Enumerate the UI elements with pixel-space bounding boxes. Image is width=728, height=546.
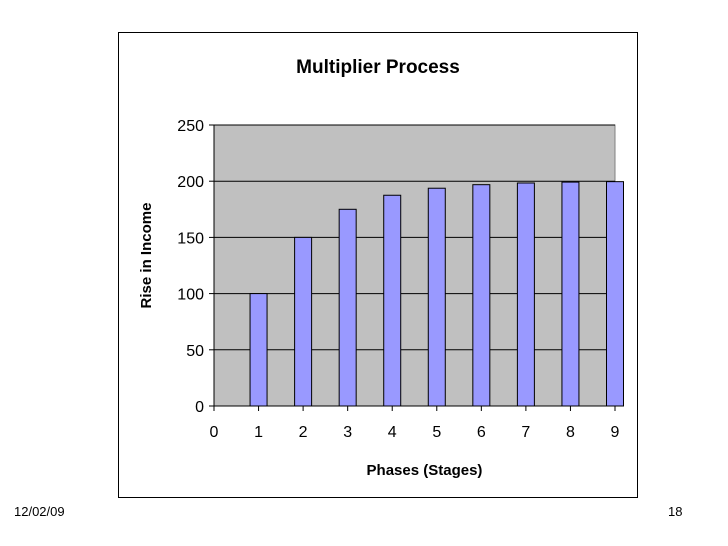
- x-tick-label: 2: [299, 424, 308, 441]
- plot-area: [213, 124, 616, 407]
- y-tick-label: 200: [177, 174, 204, 191]
- x-axis-label: Phases (Stages): [367, 462, 483, 479]
- bar-stage-4: [383, 194, 402, 407]
- bar-stage-6: [472, 184, 491, 407]
- chart-frame: Multiplier Process 0 50 100 150 200 250 0 1 2 3 4…: [118, 32, 638, 498]
- y-tick-label: 0: [195, 399, 204, 416]
- y-tick-label: 100: [177, 287, 204, 304]
- bar-stage-1: [249, 293, 268, 407]
- bar-stage-5: [427, 187, 446, 407]
- y-tick-label: 50: [186, 343, 204, 360]
- y-tick-label: 250: [177, 118, 204, 135]
- y-tick-label: 150: [177, 230, 204, 247]
- x-tick-label: 1: [254, 424, 263, 441]
- y-axis-label: Rise in Income: [138, 203, 155, 309]
- bar-stage-7: [516, 182, 535, 407]
- y-tick-labels: 0 50 100 150 200 250: [177, 118, 204, 416]
- x-tick-label: 9: [611, 424, 620, 441]
- x-tick-label: 4: [388, 424, 397, 441]
- x-tick-label: 8: [566, 424, 575, 441]
- x-tick-label: 6: [477, 424, 486, 441]
- bar-chart: 0 50 100 150 200 250 0 1 2 3 4 5 6 7 8 9 Rise in Incom…: [138, 118, 624, 479]
- bar-stage-2: [294, 236, 313, 407]
- x-tick-label: 7: [521, 424, 530, 441]
- x-tick-label: 3: [343, 424, 352, 441]
- gridlines: [209, 124, 615, 407]
- bars: [249, 181, 624, 407]
- x-tick-label: 5: [432, 424, 441, 441]
- chart-title: Multiplier Process: [296, 57, 460, 78]
- bar-stage-9: [606, 181, 624, 407]
- slide-date: 12/02/09: [14, 504, 65, 519]
- slide-page-number: 18: [668, 504, 683, 519]
- x-tick-labels: 0 1 2 3 4 5 6 7 8 9: [210, 424, 620, 441]
- bar-stage-3: [338, 208, 357, 407]
- bar-stage-8: [561, 181, 580, 407]
- x-tick-label: 0: [210, 424, 219, 441]
- axes: [213, 125, 616, 411]
